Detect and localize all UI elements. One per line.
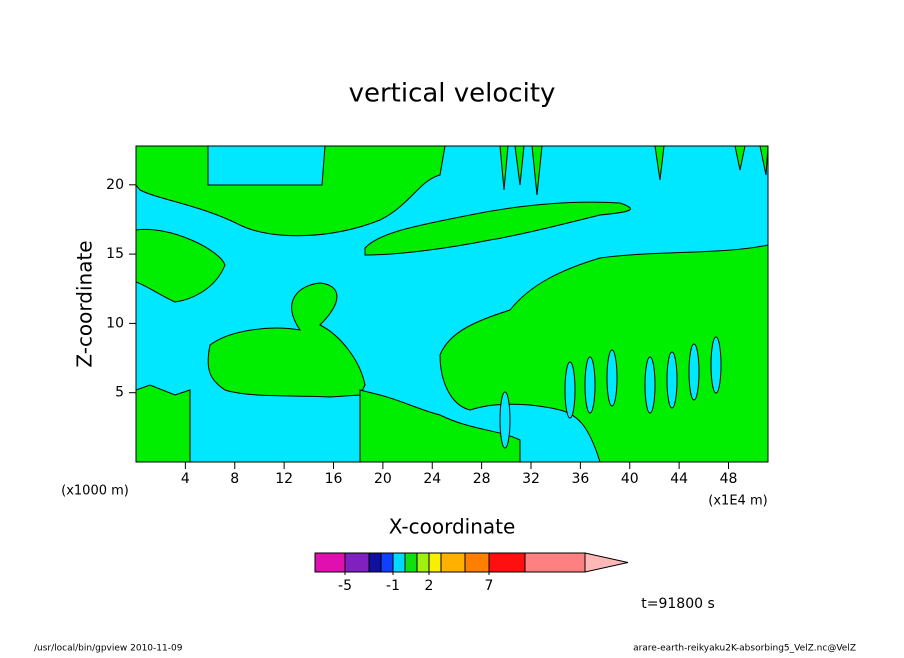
region	[564, 361, 576, 419]
plot-frame	[135, 145, 769, 463]
colorbar-label: 7	[485, 578, 494, 594]
colorbar-box	[464, 552, 490, 573]
colorbar-label: -5	[338, 578, 352, 594]
region	[499, 146, 768, 196]
region	[688, 343, 700, 401]
x-unit: (x1E4 m)	[708, 494, 767, 509]
x-tick-label: 32	[522, 471, 540, 487]
x-tick-label: 40	[621, 471, 639, 487]
y-tick-label: 10	[106, 315, 124, 331]
region	[584, 356, 596, 414]
colorbar-box	[314, 552, 346, 573]
colorbar-label: -1	[386, 578, 400, 594]
y-tick-label: 20	[106, 177, 124, 193]
region	[136, 384, 191, 462]
colorbar-box	[380, 552, 394, 573]
colorbar-box	[368, 552, 382, 573]
region	[439, 244, 768, 462]
colorbar-box	[524, 552, 586, 573]
colorbar-box	[428, 552, 442, 573]
x-tick-label: 36	[571, 471, 589, 487]
chart-title: vertical velocity	[349, 79, 556, 109]
region	[136, 146, 446, 237]
colorbar-arrow	[584, 552, 629, 573]
x-tick-label: 20	[374, 471, 392, 487]
contour-field	[136, 146, 768, 462]
region	[359, 389, 521, 462]
x-tick-label: 4	[181, 471, 190, 487]
y-tick-label: 15	[106, 246, 124, 262]
region	[606, 349, 618, 407]
y-axis-label: Z-coordinate	[73, 240, 97, 367]
region	[710, 336, 722, 394]
x-tick-label: 16	[325, 471, 343, 487]
region	[136, 228, 226, 303]
colorbar-box	[440, 552, 466, 573]
colorbar-box	[488, 552, 526, 573]
region	[207, 282, 366, 398]
x-tick-label: 24	[423, 471, 441, 487]
y-tick-label: 5	[115, 385, 124, 401]
region	[499, 391, 511, 449]
colorbar-box	[344, 552, 370, 573]
x-tick-label: 8	[230, 471, 239, 487]
region	[364, 201, 631, 256]
x-tick-label: 48	[720, 471, 738, 487]
y-unit: (x1000 m)	[61, 484, 129, 499]
x-tick-label: 12	[275, 471, 293, 487]
x-tick-label: 44	[670, 471, 688, 487]
colorbar-box	[392, 552, 406, 573]
footer-right: arare-earth-reikyaku2K-absorbing5_VelZ.n…	[633, 644, 856, 654]
colorbar-label: 2	[425, 578, 434, 594]
x-tick-label: 28	[473, 471, 491, 487]
region	[666, 351, 678, 409]
colorbar-box	[404, 552, 418, 573]
footer-left: /usr/local/bin/gpview 2010-11-09	[34, 644, 183, 654]
region	[644, 356, 656, 414]
annotation: t=91800 s	[641, 596, 715, 612]
x-axis-label: X-coordinate	[389, 515, 516, 539]
colorbar-box	[416, 552, 430, 573]
